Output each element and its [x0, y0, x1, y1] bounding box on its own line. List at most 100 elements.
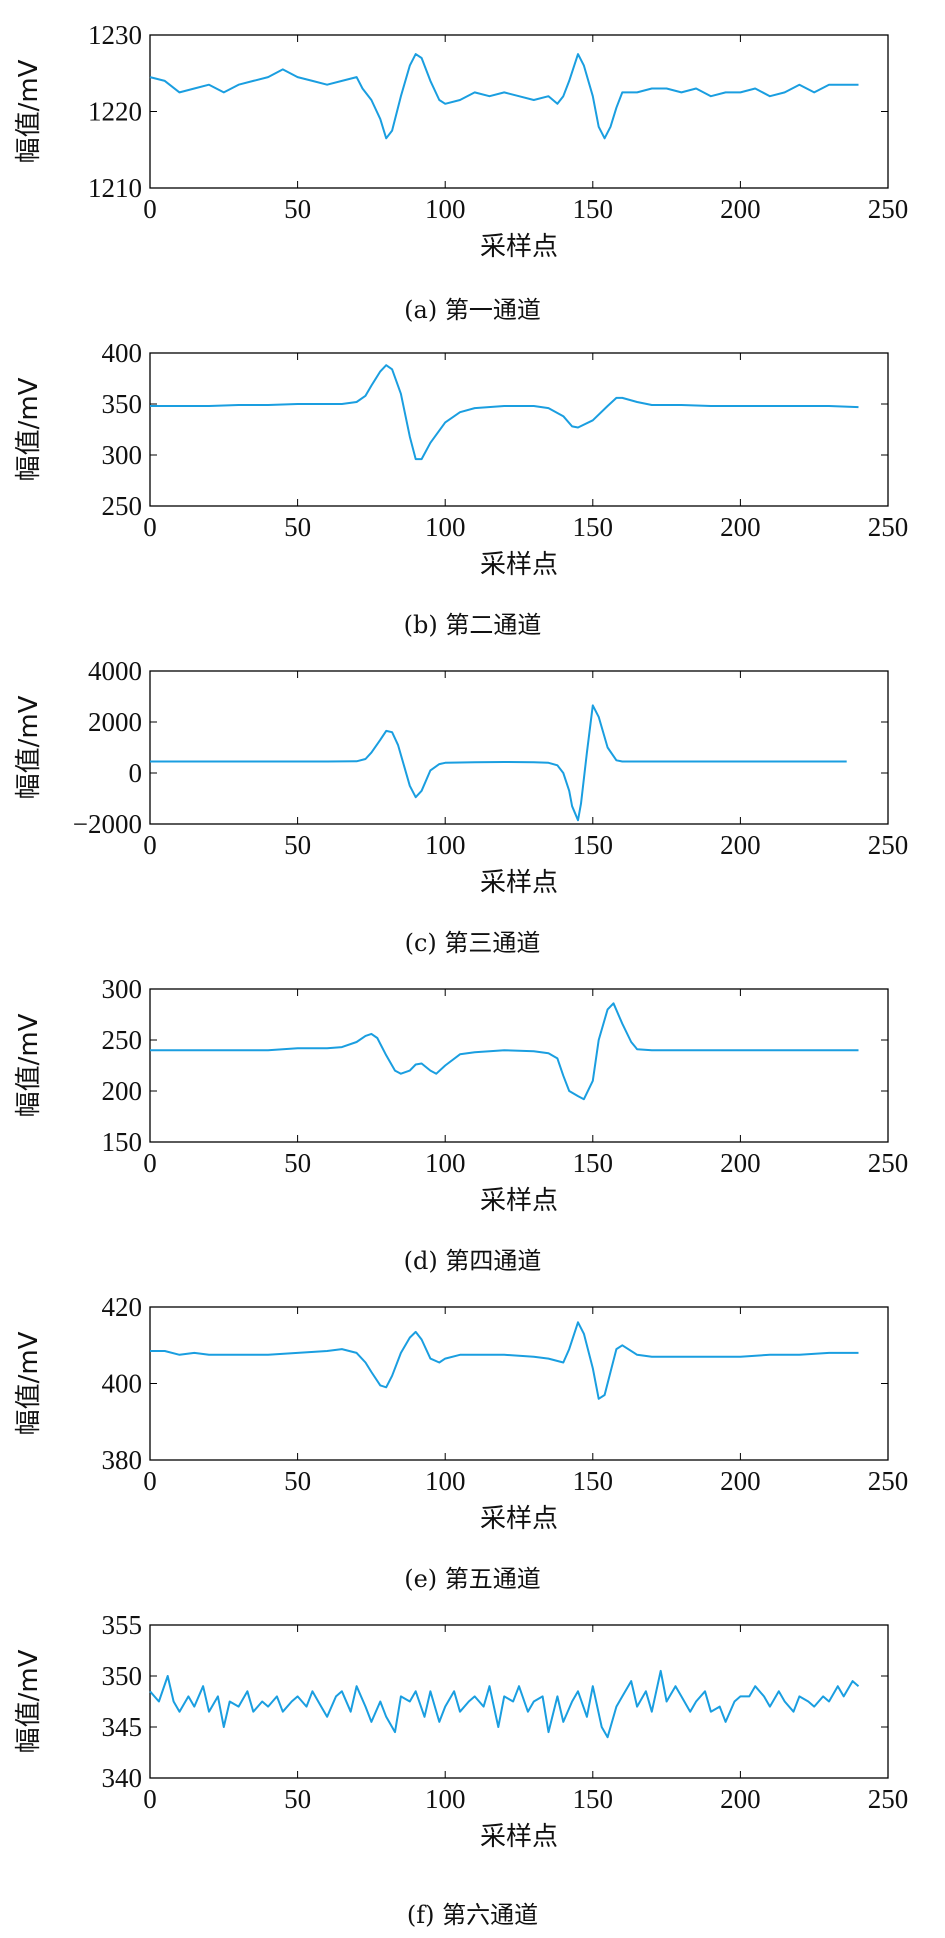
plot-frame	[149, 1306, 889, 1461]
x-axis-label: 采样点	[480, 868, 558, 898]
x-tick-label: 150	[573, 1148, 614, 1178]
y-tick-label: 1230	[88, 20, 142, 50]
plot-frame	[149, 352, 889, 507]
y-tick-label: 420	[102, 1292, 143, 1322]
x-tick-label: 150	[573, 194, 614, 224]
series-line	[150, 1321, 859, 1400]
x-tick-label: 0	[143, 1466, 157, 1496]
x-tick-label: 0	[143, 1148, 157, 1178]
y-tick-label: 400	[102, 338, 143, 368]
caption-b: (b) 第二通道	[403, 611, 542, 639]
x-tick-label: 0	[143, 830, 157, 860]
x-tick-label: 200	[720, 512, 761, 542]
y-tick-label: 4000	[88, 656, 142, 686]
x-tick-label: 250	[868, 194, 909, 224]
y-axis-label: 幅值/mV	[14, 1649, 44, 1753]
plot-frame	[149, 1624, 889, 1779]
series-line	[149, 1669, 860, 1739]
y-tick-label: 380	[102, 1445, 143, 1475]
y-tick-label: 345	[102, 1712, 143, 1742]
x-tick-label: 200	[720, 1148, 761, 1178]
y-axis-label: 幅值/mV	[14, 1331, 44, 1435]
x-tick-label: 50	[284, 1466, 311, 1496]
x-tick-label: 0	[143, 512, 157, 542]
series-line	[150, 364, 859, 461]
x-tick-label: 200	[720, 1784, 761, 1814]
panel-c: 0 50 100 150 200 250 −2000 0 2000 4000 采样点 幅值/mV (c…	[0, 636, 945, 957]
x-axis-label: 采样点	[480, 550, 558, 580]
y-axis-label: 幅值/mV	[14, 1013, 44, 1117]
x-tick-label: 100	[425, 1466, 466, 1496]
x-tick-label: 50	[284, 1148, 311, 1178]
x-tick-label: 50	[284, 1784, 311, 1814]
y-tick-label: 0	[129, 758, 143, 788]
panel-a: 0 50 100 150 200 250 1210 1220 1230 采样点 幅值/mV (a) …	[0, 0, 945, 324]
y-tick-label: 350	[102, 1661, 143, 1691]
x-tick-label: 100	[425, 830, 466, 860]
x-axis-label: 采样点	[480, 1504, 558, 1534]
chart-d: 0 50 100 150 200 250 150 200 250 300 采样点 幅值/mV	[14, 974, 909, 1216]
y-tick-label: 400	[102, 1369, 143, 1399]
x-tick-label: 150	[573, 1784, 614, 1814]
x-tick-label: 50	[284, 830, 311, 860]
x-tick-label: 0	[143, 1784, 157, 1814]
y-tick-label: 150	[102, 1127, 143, 1157]
x-tick-label: 50	[284, 194, 311, 224]
x-tick-label: 150	[573, 512, 614, 542]
x-tick-label: 100	[425, 194, 466, 224]
chart-e: 0 50 100 150 200 250 380 400 420 采样点 幅值/mV	[14, 1292, 909, 1534]
x-axis-label: 采样点	[480, 1186, 558, 1216]
plot-frame	[149, 670, 889, 825]
x-tick-label: 100	[425, 1784, 466, 1814]
caption-f: (f) 第六通道	[406, 1901, 539, 1929]
plot-frame	[149, 988, 889, 1143]
caption-d: (d) 第四通道	[403, 1247, 542, 1275]
series-line	[150, 704, 847, 822]
panel-f: 0 50 100 150 200 250 340 345 350 355 采样点 幅值/mV (f) …	[0, 1590, 945, 1929]
y-tick-label: 200	[102, 1076, 143, 1106]
y-tick-label: 1220	[88, 97, 142, 127]
x-tick-label: 200	[720, 830, 761, 860]
y-tick-label: 250	[102, 491, 143, 521]
y-axis-label: 幅值/mV	[14, 695, 44, 799]
x-tick-label: 250	[868, 1784, 909, 1814]
x-tick-label: 100	[425, 512, 466, 542]
x-tick-label: 250	[868, 512, 909, 542]
x-tick-label: 200	[720, 194, 761, 224]
x-tick-label: 50	[284, 512, 311, 542]
y-axis-label: 幅值/mV	[14, 377, 44, 481]
x-tick-label: 250	[868, 1466, 909, 1496]
chart-a: 0 50 100 150 200 250 1210 1220 1230 采样点 幅值/mV	[14, 20, 909, 262]
caption-a: (a) 第一通道	[404, 296, 541, 324]
y-tick-label: 300	[102, 440, 143, 470]
x-tick-label: 200	[720, 1466, 761, 1496]
x-axis-label: 采样点	[480, 1822, 558, 1852]
y-tick-label: 2000	[88, 707, 142, 737]
y-tick-label: −2000	[73, 809, 142, 839]
panel-d: 0 50 100 150 200 250 150 200 250 300 采样点 幅值/mV (d) …	[0, 954, 945, 1275]
chart-b: 0 50 100 150 200 250 250 300 350 400 采样点 幅值/mV	[14, 338, 909, 580]
y-tick-label: 355	[102, 1610, 143, 1640]
x-tick-label: 150	[573, 830, 614, 860]
x-tick-label: 150	[573, 1466, 614, 1496]
series-line	[150, 1002, 859, 1101]
chart-f: 0 50 100 150 200 250 340 345 350 355 采样点 幅值/mV	[14, 1610, 909, 1852]
caption-c: (c) 第三通道	[404, 929, 541, 957]
panel-b: 0 50 100 150 200 250 250 300 350 400 采样点 幅值/mV (b) …	[0, 318, 945, 639]
x-tick-label: 250	[868, 830, 909, 860]
y-tick-label: 300	[102, 974, 143, 1004]
y-axis-label: 幅值/mV	[14, 59, 44, 163]
x-axis-label: 采样点	[480, 232, 558, 262]
caption-e: (e) 第五通道	[404, 1565, 541, 1593]
y-tick-label: 250	[102, 1025, 143, 1055]
x-tick-label: 100	[425, 1148, 466, 1178]
y-tick-label: 350	[102, 389, 143, 419]
x-tick-label: 0	[143, 194, 157, 224]
panel-e: 0 50 100 150 200 250 380 400 420 采样点 幅值/mV (e) 第五通…	[0, 1272, 945, 1593]
y-tick-label: 1210	[88, 173, 142, 203]
series-line	[149, 53, 859, 140]
plot-frame	[149, 34, 889, 189]
x-tick-label: 250	[868, 1148, 909, 1178]
